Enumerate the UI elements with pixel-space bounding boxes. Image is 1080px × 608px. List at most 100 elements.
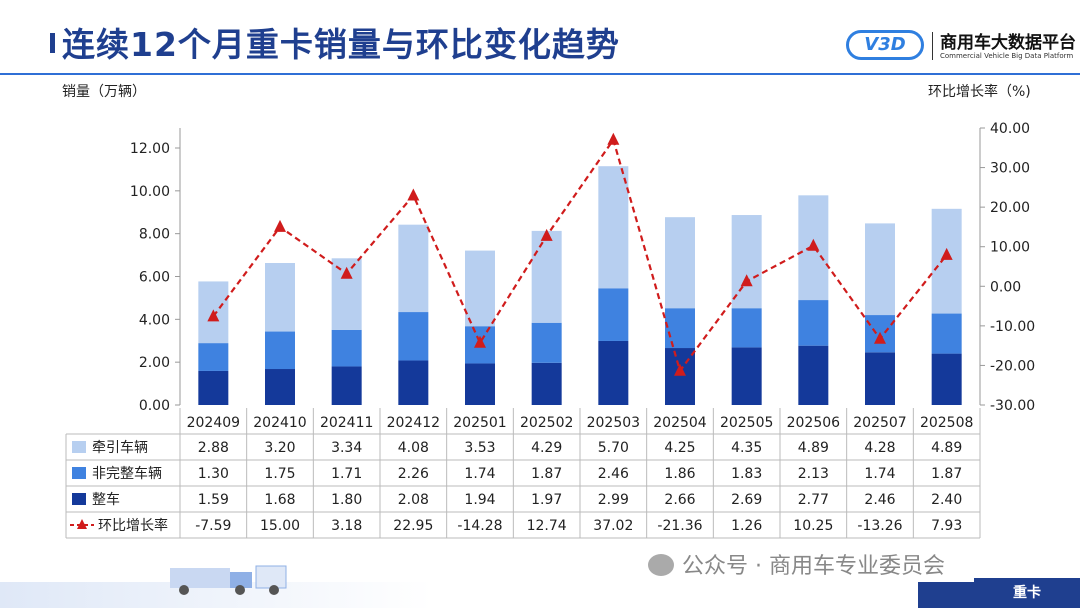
x-axis-category-label: 202507	[853, 415, 906, 431]
left-axis-tick-label: 12.00	[130, 141, 170, 157]
data-label-incomplete: 2.26	[398, 466, 429, 482]
bar-incomplete-vehicle	[398, 312, 429, 361]
legend-label-complete: 整车	[92, 491, 120, 508]
mom-growth-point	[874, 331, 886, 344]
bar-incomplete-vehicle	[731, 308, 762, 348]
x-axis-category-label: 202503	[587, 415, 640, 431]
mom-growth-point	[940, 247, 953, 260]
legend-label-mom: 环比增长率	[98, 517, 168, 534]
bar-complete-vehicle	[598, 340, 629, 405]
bar-traction-vehicle	[665, 217, 695, 309]
right-axis-tick-label: 40.00	[990, 121, 1030, 137]
bar-traction-vehicle	[465, 250, 495, 327]
x-axis-category-label: 202411	[320, 415, 373, 431]
left-axis-tick-label: 10.00	[130, 184, 170, 200]
bar-complete-vehicle	[931, 353, 962, 405]
mom-growth-line	[212, 137, 948, 374]
x-axis-category-label: 202501	[453, 415, 506, 431]
bar-complete-vehicle	[465, 363, 495, 405]
logo-english-name: Commercial Vehicle Big Data Platform	[940, 52, 1074, 60]
data-label-complete: 2.46	[864, 492, 895, 508]
wechat-label: 公众号 · 商用车专业委员会	[682, 554, 945, 579]
data-label-mom: 10.25	[793, 518, 833, 534]
x-axis-category-label: 202504	[653, 415, 707, 431]
data-label-traction: 4.89	[798, 440, 829, 456]
bar-incomplete-vehicle	[931, 313, 962, 354]
bar-traction-vehicle	[931, 208, 962, 314]
right-axis-tick-label: 20.00	[990, 200, 1030, 216]
left-axis-tick-label: 2.00	[139, 355, 170, 371]
data-label-traction: 3.20	[264, 440, 295, 456]
data-label-traction: 4.35	[731, 440, 762, 456]
right-axis-tick-label: -30.00	[990, 398, 1035, 414]
x-axis-category-label: 202502	[520, 415, 573, 431]
sales-chart: 0.00 2.00 4.00 6.00 8.00 10.00 12.00 -30.00 -20.…	[65, 121, 1035, 539]
right-axis-title: 环比增长率（%)	[928, 84, 1031, 100]
bar-traction-vehicle	[731, 215, 762, 309]
data-label-traction: 4.08	[398, 440, 429, 456]
data-label-complete: 1.68	[264, 492, 295, 508]
legend-marker-mom	[77, 519, 87, 529]
mom-growth-point	[740, 274, 753, 287]
data-label-complete: 1.59	[198, 492, 229, 508]
data-label-mom: 22.95	[393, 518, 433, 534]
data-label-traction: 5.70	[598, 440, 629, 456]
data-label-complete: 2.08	[398, 492, 429, 508]
bar-incomplete-vehicle	[798, 300, 829, 346]
bar-traction-vehicle	[865, 223, 895, 316]
bar-incomplete-vehicle	[665, 308, 695, 349]
right-axis-tick-label: -10.00	[990, 319, 1035, 335]
bar-incomplete-vehicle	[198, 343, 229, 371]
mom-growth-point	[607, 132, 620, 145]
category-tag: 重卡	[974, 578, 1080, 608]
mom-growth-point	[207, 309, 220, 322]
left-axis-tick-label: 0.00	[139, 398, 170, 414]
bar-incomplete-vehicle	[598, 288, 629, 341]
left-axis-tick-label: 6.00	[139, 270, 170, 286]
data-label-incomplete: 2.13	[798, 466, 829, 482]
data-label-complete: 2.99	[598, 492, 629, 508]
mom-growth-point	[807, 238, 820, 251]
data-label-mom: 7.93	[931, 518, 962, 534]
data-label-mom: 37.02	[593, 518, 633, 534]
bar-complete-vehicle	[665, 348, 695, 405]
right-axis-tick-label: 0.00	[990, 279, 1021, 295]
data-label-traction: 4.89	[931, 440, 962, 456]
mom-growth-point	[474, 335, 486, 348]
legend-swatch-incomplete	[72, 467, 86, 479]
bar-traction-vehicle	[531, 230, 562, 323]
bar-traction-vehicle	[598, 166, 629, 289]
bar-complete-vehicle	[398, 360, 429, 405]
mom-growth-point	[274, 219, 286, 232]
data-label-complete: 1.97	[531, 492, 562, 508]
mom-growth-point	[340, 266, 353, 279]
wechat-watermark: 公众号 · 商用车专业委员会	[648, 548, 945, 580]
left-axis-tick-label: 4.00	[139, 312, 170, 328]
right-axis-tick-label: 10.00	[990, 240, 1030, 256]
x-axis-category-label: 202508	[920, 415, 973, 431]
bar-incomplete-vehicle	[331, 329, 362, 367]
x-axis-category-label: 202410	[253, 415, 306, 431]
bar-complete-vehicle	[731, 347, 762, 405]
data-label-incomplete: 1.86	[664, 466, 695, 482]
right-axis-tick-label: 30.00	[990, 161, 1030, 177]
legend-swatch-complete	[72, 493, 86, 505]
data-label-mom: 1.26	[731, 518, 762, 534]
data-label-mom: -21.36	[657, 518, 702, 534]
data-label-incomplete: 2.46	[598, 466, 629, 482]
header-divider	[0, 73, 1080, 75]
data-label-traction: 4.28	[864, 440, 895, 456]
x-axis-category-label: 202412	[387, 415, 440, 431]
bar-traction-vehicle	[398, 224, 429, 313]
logo-separator	[932, 32, 933, 60]
x-axis-category-label: 202409	[187, 415, 240, 431]
data-label-incomplete: 1.87	[931, 466, 962, 482]
data-label-incomplete: 1.87	[531, 466, 562, 482]
data-label-complete: 2.69	[731, 492, 762, 508]
logo-chinese-name: 商用车大数据平台	[940, 33, 1076, 53]
truck-icon	[170, 565, 287, 595]
bar-incomplete-vehicle	[265, 331, 295, 370]
x-axis-category-label: 202506	[787, 415, 841, 431]
data-label-mom: -7.59	[195, 518, 231, 534]
title-accent-bar	[50, 33, 55, 53]
